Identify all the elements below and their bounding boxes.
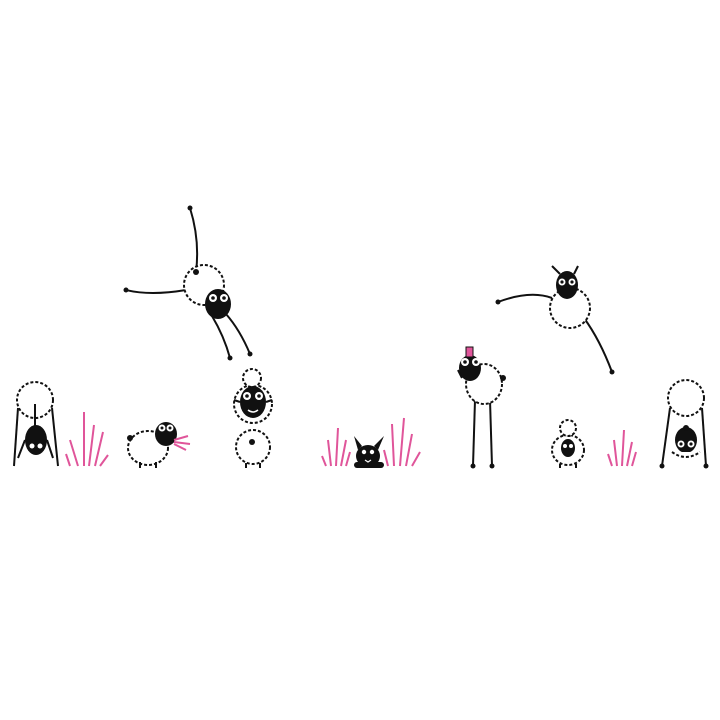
sheep-bent-over-icon	[659, 379, 709, 469]
sheep-tall-legs-icon	[457, 346, 506, 469]
lamb-sitting-icon	[551, 419, 585, 468]
grass-tuft-icon	[607, 429, 637, 467]
sheep-cartwheel-icon	[123, 205, 253, 361]
sheep-eating-grass-icon	[127, 422, 191, 468]
sheep-bent-over-icon	[13, 381, 59, 467]
rabbit-peeking-icon	[354, 436, 384, 468]
sheep-leaping-icon	[495, 265, 615, 375]
sheep-stack-icon	[233, 368, 273, 468]
grass-tuft-icon	[321, 427, 351, 467]
grass-tuft-icon	[65, 412, 109, 467]
grass-tuft-icon	[383, 417, 421, 467]
